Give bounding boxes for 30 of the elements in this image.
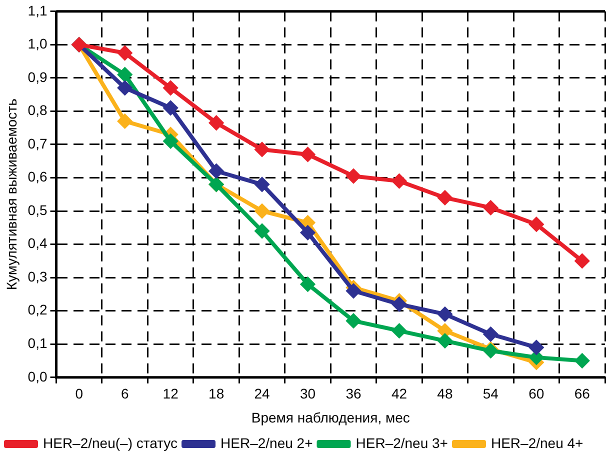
- y-tick-label: 0,0: [28, 368, 48, 384]
- x-tick-label: 30: [300, 386, 316, 402]
- x-tick-label: 0: [75, 386, 84, 402]
- x-tick-label: 36: [346, 386, 362, 402]
- x-tick-label: 18: [208, 386, 224, 402]
- y-axis-title: Кумулятивная выживаемость: [3, 98, 20, 290]
- x-tick-label: 24: [254, 386, 270, 402]
- y-tick-label: 0,4: [28, 235, 48, 252]
- x-axis-title: Время наблюдения, мес: [251, 409, 410, 426]
- y-tick-label: 0,3: [28, 268, 48, 284]
- y-tick-label: 0,7: [28, 135, 48, 152]
- x-tick-label: 42: [391, 386, 408, 402]
- x-tick-label: 12: [162, 386, 179, 402]
- legend-label: HER–2/neu 3+: [356, 434, 448, 451]
- x-tick-label: 66: [574, 386, 590, 402]
- y-tick-label: 0,8: [28, 102, 48, 118]
- y-tick-label: 0,5: [28, 202, 48, 218]
- y-tick-label: 0,9: [28, 68, 48, 85]
- y-tick-label: 1,1: [28, 2, 48, 18]
- y-tick-label: 1,0: [28, 36, 48, 52]
- x-tick-label: 54: [482, 386, 499, 402]
- legend-label: HER–2/neu(–) статус: [43, 434, 178, 451]
- y-tick-label: 0,6: [28, 168, 48, 185]
- y-tick-label: 0,1: [28, 334, 48, 351]
- x-tick-label: 60: [528, 386, 544, 402]
- x-tick-label: 48: [437, 386, 453, 402]
- y-tick-label: 0,2: [28, 302, 48, 318]
- legend-label: HER–2/neu 4+: [490, 434, 584, 451]
- x-tick-label: 6: [120, 386, 129, 402]
- legend-label: HER–2/neu 2+: [220, 434, 313, 451]
